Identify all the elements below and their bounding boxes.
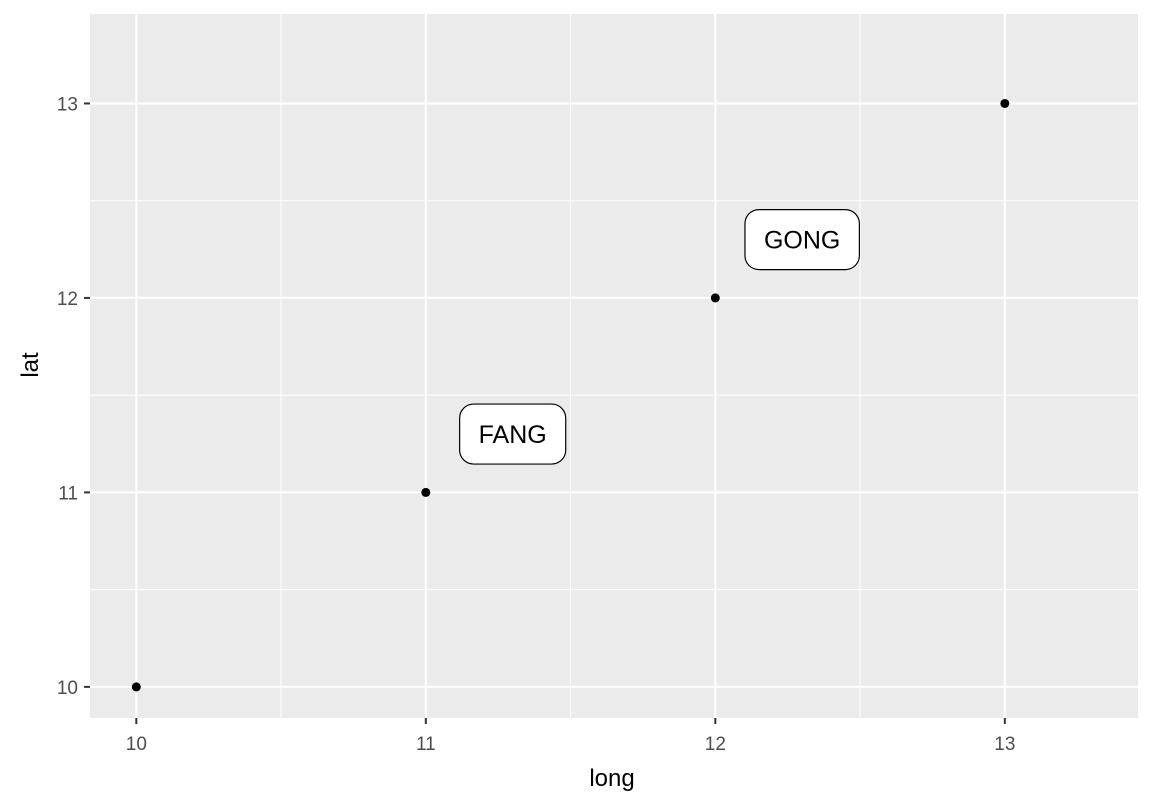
x-axis-title: long: [589, 765, 634, 792]
label-text: GONG: [764, 227, 840, 255]
x-tick-label: 13: [994, 734, 1015, 755]
point-labels: FANG GONG: [459, 208, 860, 465]
x-tick-label: 12: [705, 734, 726, 755]
y-axis-title: lat: [17, 352, 44, 378]
data-point: [710, 293, 720, 303]
y-tick-label: 11: [58, 483, 78, 504]
label-box: [459, 403, 567, 465]
y-axis-ticks: 10 11 12 13: [57, 94, 90, 699]
data-points: [131, 98, 1010, 692]
label-box: [744, 208, 860, 271]
x-tick-label: 10: [126, 734, 147, 755]
y-tick-label: 10: [57, 678, 78, 699]
y-tick-label: 13: [57, 94, 78, 115]
data-point: [131, 682, 141, 692]
point-label: GONG: [744, 208, 860, 271]
x-axis-ticks: 10 11 12 13: [126, 718, 1015, 755]
plot-panel: [90, 14, 1138, 718]
data-point: [421, 487, 431, 497]
data-point: [1000, 98, 1010, 108]
minor-gridlines: [90, 14, 1138, 718]
y-tick-label: 12: [57, 289, 78, 310]
point-label: FANG: [459, 403, 567, 465]
x-tick-label: 11: [416, 734, 436, 755]
label-text: FANG: [479, 421, 547, 449]
major-gridlines: [90, 14, 1138, 718]
